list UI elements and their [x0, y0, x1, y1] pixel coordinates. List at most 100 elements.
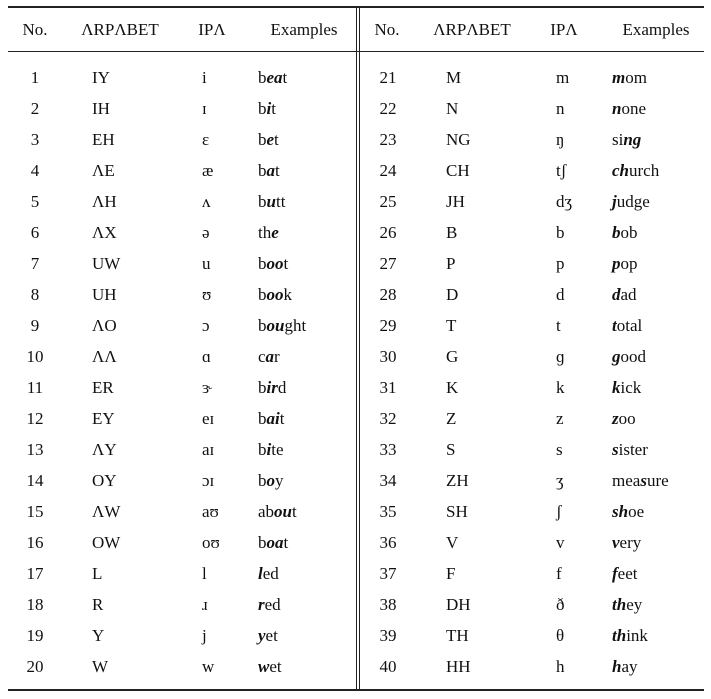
example: total	[612, 316, 642, 336]
ipa: v	[556, 533, 565, 552]
example: kick	[612, 378, 641, 398]
example-text: eet	[617, 564, 638, 583]
example: feet	[612, 564, 638, 584]
example-text: t	[283, 533, 289, 552]
example-highlight: o	[266, 471, 276, 490]
example-text: t	[282, 68, 288, 87]
arpabet: D	[446, 285, 459, 304]
example-text: ick	[620, 378, 642, 397]
row-number: 10	[26, 347, 44, 366]
example: the	[258, 223, 279, 243]
ipa: m	[556, 68, 570, 87]
row-number: 25	[379, 192, 397, 211]
example-text: oo	[618, 409, 636, 428]
row-number: 5	[30, 192, 40, 211]
example-text: otal	[616, 316, 643, 335]
arpabet: ΛH	[92, 192, 117, 211]
example-text: t	[271, 99, 276, 118]
ipa: i	[202, 68, 207, 87]
example-text: ay	[621, 657, 638, 676]
example: very	[612, 533, 641, 553]
example-text: t	[283, 254, 289, 273]
example: judge	[612, 192, 650, 212]
example-highlight: t	[612, 316, 617, 335]
example-highlight: e	[271, 223, 279, 242]
ipa: aʊ	[202, 502, 219, 521]
ipa: b	[556, 223, 565, 242]
example-text: b	[258, 285, 267, 304]
ipa: ð	[556, 595, 565, 614]
arpabet: JH	[446, 192, 465, 211]
example-text: b	[258, 130, 267, 149]
row-number: 22	[379, 99, 397, 118]
example: bet	[258, 130, 279, 150]
row-number: 19	[26, 626, 44, 645]
arpabet: Y	[92, 626, 105, 645]
example-text: ed	[262, 564, 279, 583]
example: car	[258, 347, 280, 367]
example-highlight: m	[612, 68, 626, 87]
arpabet: ZH	[446, 471, 469, 490]
ipa: eɪ	[202, 409, 215, 428]
row-number: 1	[30, 68, 40, 87]
ipa: d	[556, 285, 565, 304]
example-text: t	[292, 502, 297, 521]
example-highlight: z	[612, 409, 619, 428]
example-highlight: f	[612, 564, 618, 583]
row-number: 20	[26, 657, 44, 676]
example: bite	[258, 440, 284, 460]
column-header: Examples	[270, 20, 338, 39]
arpabet: M	[446, 68, 462, 87]
example-highlight: k	[612, 378, 621, 397]
ipa: ŋ	[556, 130, 565, 149]
example: bought	[258, 316, 306, 336]
example-text: om	[625, 68, 647, 87]
arpabet: P	[446, 254, 456, 273]
arpabet: HH	[446, 657, 471, 676]
example: led	[258, 564, 279, 584]
example-highlight: th	[612, 626, 627, 645]
row-number: 18	[26, 595, 44, 614]
example-highlight: j	[612, 192, 617, 211]
example: bat	[258, 161, 280, 181]
example-text: udge	[616, 192, 650, 211]
example-highlight: ou	[266, 316, 285, 335]
arpabet: B	[446, 223, 458, 242]
row-number: 32	[379, 409, 397, 428]
example-text: b	[258, 192, 267, 211]
ipa: ɑ	[202, 347, 211, 366]
example-text: ab	[258, 502, 275, 521]
example-highlight: e	[266, 130, 275, 149]
example-highlight: s	[640, 471, 647, 490]
example-text: b	[258, 533, 267, 552]
row-number: 34	[379, 471, 397, 490]
example-text: b	[258, 99, 267, 118]
ipa: æ	[202, 161, 214, 180]
example: bait	[258, 409, 284, 429]
row-number: 4	[30, 161, 40, 180]
ipa: s	[556, 440, 563, 459]
arpabet: ΛY	[92, 440, 117, 459]
ipa: ʒ	[556, 471, 564, 490]
example-highlight: u	[266, 192, 276, 211]
example-highlight: th	[612, 595, 627, 614]
example: sister	[612, 440, 648, 460]
arpabet: G	[446, 347, 459, 366]
example-highlight: b	[612, 223, 621, 242]
row-number: 16	[26, 533, 44, 552]
row-number: 28	[379, 285, 397, 304]
example: about	[258, 502, 297, 522]
arpabet: OW	[92, 533, 121, 552]
row-number: 14	[26, 471, 44, 490]
ipa: z	[556, 409, 564, 428]
row-number: 36	[379, 533, 397, 552]
example-text: ght	[284, 316, 307, 335]
ipa: ʃ	[556, 502, 562, 521]
arpabet: TH	[446, 626, 469, 645]
arpabet: CH	[446, 161, 470, 180]
ipa: oʊ	[202, 533, 220, 552]
ipa: ɔ	[202, 316, 210, 335]
example-text: b	[258, 440, 267, 459]
ipa: ɔɪ	[202, 471, 215, 490]
arpabet: OY	[92, 471, 117, 490]
